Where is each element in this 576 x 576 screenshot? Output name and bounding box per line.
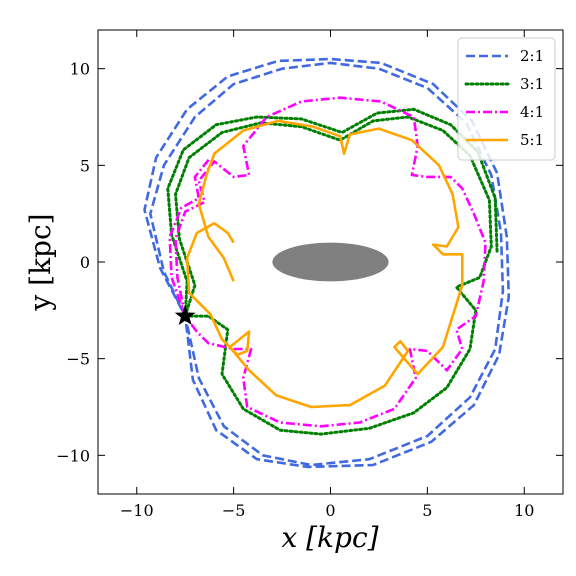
y-tick-label: 0 bbox=[80, 253, 90, 272]
x-tick-label: 5 bbox=[422, 501, 432, 520]
legend-box bbox=[457, 37, 556, 161]
series-line-4-1 bbox=[168, 96, 487, 428]
axis-ticks: −10 −5 0 5 10 −10 −5 0 5 10 bbox=[56, 30, 563, 520]
y-tick-label: −10 bbox=[56, 446, 90, 465]
plot-area bbox=[143, 57, 511, 469]
y-tick-label: −5 bbox=[66, 350, 90, 369]
legend-label: 5:1 bbox=[520, 131, 544, 149]
legend-label: 2:1 bbox=[520, 47, 544, 65]
legend: 2:1 3:1 4:1 5:1 bbox=[457, 37, 556, 161]
legend-label: 4:1 bbox=[520, 103, 544, 121]
series-line-5-1 bbox=[185, 119, 464, 409]
series-line-3-1 bbox=[166, 107, 499, 436]
x-tick-label: −5 bbox=[222, 501, 246, 520]
y-tick-label: 10 bbox=[70, 60, 90, 79]
x-axis-label: x [kpc] bbox=[281, 521, 378, 554]
y-axis-label: y [kpc] bbox=[24, 213, 57, 311]
y-tick-label: 5 bbox=[80, 156, 90, 175]
x-tick-label: −10 bbox=[120, 501, 154, 520]
x-tick-label: 10 bbox=[514, 501, 534, 520]
plot-frame bbox=[97, 29, 564, 495]
legend-label: 3:1 bbox=[520, 75, 544, 93]
galactic-bar bbox=[272, 242, 389, 282]
sun-star-marker bbox=[174, 305, 196, 325]
x-tick-label: 0 bbox=[325, 501, 335, 520]
